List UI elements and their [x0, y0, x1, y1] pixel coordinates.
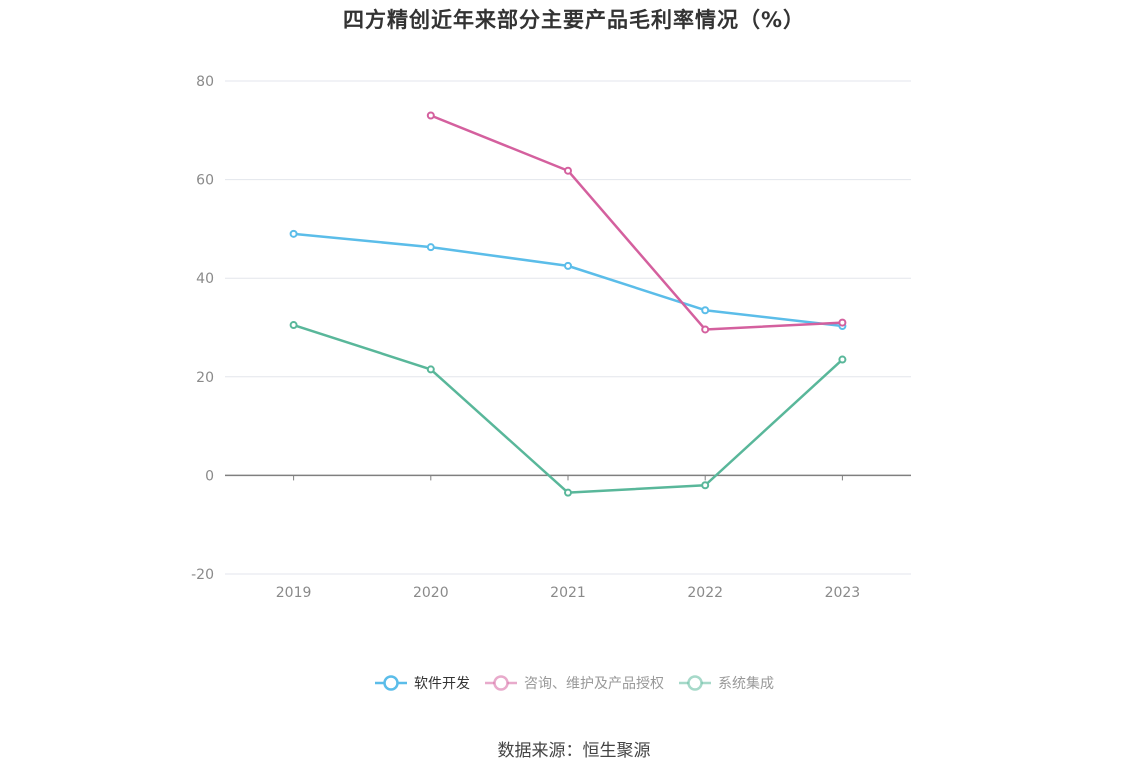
- x-tick-label: 2020: [413, 585, 449, 601]
- data-point[interactable]: [564, 261, 572, 270]
- data-point[interactable]: [426, 243, 435, 252]
- x-tick-label: 2021: [550, 585, 586, 601]
- data-point[interactable]: [426, 365, 435, 374]
- data-point[interactable]: [838, 355, 847, 364]
- series-3: [289, 321, 847, 497]
- data-point[interactable]: [289, 229, 298, 238]
- data-point[interactable]: [426, 111, 435, 120]
- y-tick-label: 80: [196, 74, 214, 90]
- y-tick-label: 0: [205, 468, 214, 484]
- legend-label: 软件开发: [414, 676, 470, 692]
- data-point[interactable]: [564, 166, 572, 175]
- series-lines: [289, 111, 847, 497]
- series-2: [426, 111, 847, 334]
- series-line: [430, 114, 843, 331]
- legend-swatch-icon: [485, 675, 517, 691]
- y-tick-label: 40: [196, 271, 214, 287]
- y-tick-label: 60: [196, 173, 214, 189]
- series-line: [293, 232, 843, 328]
- legend-item[interactable]: 软件开发: [374, 673, 470, 693]
- chart-title: 四方精创近年来部分主要产品毛利率情况（%）: [342, 8, 806, 32]
- data-point[interactable]: [838, 318, 847, 327]
- line-chart: -20 0 20 40 60 80 2019 2020 2021 2022 2023: [191, 74, 911, 601]
- x-tick-label: 2022: [687, 585, 723, 601]
- legend-label: 咨询、维护及产品授权: [524, 676, 664, 692]
- data-point[interactable]: [564, 488, 572, 497]
- grid-lines: [225, 80, 911, 575]
- legend-item[interactable]: 咨询、维护及产品授权: [484, 673, 664, 693]
- data-point[interactable]: [289, 321, 298, 330]
- series-1: [289, 229, 847, 331]
- x-tick-label: 2023: [825, 585, 861, 601]
- legend: 软件开发 咨询、维护及产品授权 系统集成: [0, 673, 1148, 693]
- data-point[interactable]: [701, 306, 710, 315]
- data-source: 数据来源：恒生聚源: [497, 741, 651, 761]
- x-tick-label: 2019: [276, 585, 312, 601]
- legend-label: 系统集成: [718, 676, 774, 692]
- y-tick-label: -20: [191, 567, 214, 583]
- y-tick-label: 20: [196, 370, 214, 386]
- axes: -20 0 20 40 60 80 2019 2020 2021 2022 2023: [191, 74, 911, 601]
- legend-swatch-icon: [679, 675, 711, 691]
- series-line: [293, 323, 844, 494]
- data-point[interactable]: [701, 325, 710, 334]
- legend-item[interactable]: 系统集成: [678, 673, 774, 693]
- legend-swatch-icon: [375, 675, 407, 691]
- data-point[interactable]: [701, 481, 710, 490]
